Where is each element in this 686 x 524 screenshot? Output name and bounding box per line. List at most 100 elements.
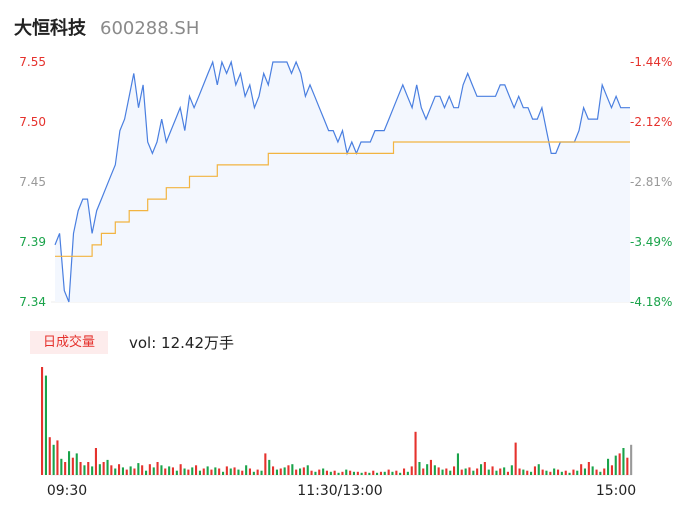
volume-bar [256, 469, 259, 475]
volume-bar [379, 471, 382, 475]
volume-bar [599, 471, 602, 475]
volume-bar [79, 462, 82, 475]
volume-bar [560, 471, 563, 475]
volume-bar [541, 469, 544, 475]
volume-readout: vol: 12.42万手 [129, 332, 234, 353]
volume-bar [403, 468, 406, 475]
volume-bar [171, 467, 174, 475]
volume-bar [391, 471, 394, 475]
volume-bar [187, 469, 190, 475]
volume-bar [614, 455, 617, 475]
volume-bar [75, 453, 78, 475]
volume-bar [360, 472, 363, 475]
y-tick-right: -4.18% [630, 295, 672, 309]
volume-bar [387, 469, 390, 475]
volume-bar [264, 453, 267, 475]
volume-bar [198, 470, 201, 475]
stock-name: 大恒科技 [14, 18, 86, 39]
volume-bar [522, 469, 525, 475]
volume-bar [622, 448, 625, 475]
volume-bar [341, 471, 344, 475]
volume-bar [368, 472, 371, 475]
average-price-line [55, 141, 630, 257]
volume-bar [133, 468, 136, 475]
volume-bar [322, 468, 325, 475]
y-tick-left: 7.45 [19, 175, 46, 189]
volume-bar [499, 468, 502, 475]
volume-bar [376, 472, 379, 475]
volume-bar [141, 465, 144, 475]
volume-bar [272, 466, 275, 475]
volume-bar [364, 471, 367, 475]
volume-bar [102, 462, 105, 475]
volume-bar [98, 464, 101, 475]
volume-bar [56, 440, 59, 475]
volume-bar [275, 469, 278, 475]
volume-bar [68, 451, 71, 475]
volume-bar [468, 467, 471, 475]
volume-bar [241, 470, 244, 475]
volume-bar [607, 458, 610, 475]
volume-bar [426, 464, 429, 475]
x-tick: 11:30/13:00 [297, 483, 382, 499]
volume-tab[interactable]: 日成交量 [30, 331, 108, 354]
y-axis-right: -1.44% -2.12% -2.81% -3.49% -4.18% [630, 55, 672, 309]
volume-bar [437, 467, 440, 475]
volume-bar [106, 459, 109, 475]
volume-bar [610, 465, 613, 475]
y-tick-right: -1.44% [630, 55, 672, 69]
volume-bar [318, 469, 321, 475]
volume-bar [252, 471, 255, 475]
volume-bar [175, 470, 178, 475]
volume-bar [87, 462, 90, 475]
y-tick-right: -2.81% [630, 175, 672, 189]
volume-bar [549, 471, 552, 475]
volume-bar [118, 464, 121, 475]
volume-bar [210, 469, 213, 475]
volume-bar [237, 469, 240, 475]
volume-bar [233, 467, 236, 475]
volume-bar [395, 470, 398, 475]
volume-bar [553, 468, 556, 475]
volume-bar [576, 470, 579, 475]
volume-bar [626, 457, 629, 475]
volume-bar [372, 470, 375, 475]
volume-bar [564, 470, 567, 475]
volume-bar [302, 467, 305, 475]
volume-bar [406, 471, 409, 475]
volume-bar [325, 470, 328, 475]
volume-value: 12.42万手 [161, 334, 234, 352]
volume-bar [568, 472, 571, 475]
volume-bar [283, 467, 286, 475]
volume-bar [202, 468, 205, 475]
volume-bar [299, 468, 302, 475]
title-bar: 大恒科技 600288.SH [14, 14, 199, 39]
volume-bar [218, 468, 221, 475]
volume-bar [183, 468, 186, 475]
volume-bar [449, 470, 452, 475]
volume-bar [114, 468, 117, 475]
volume-bar [506, 471, 509, 475]
price-line [54, 59, 630, 303]
volume-bar [595, 469, 598, 475]
volume-bar [295, 469, 298, 475]
volume-bar [630, 444, 633, 475]
y-tick-left: 7.55 [19, 55, 46, 69]
volume-bar [71, 457, 74, 475]
volume-bar [572, 469, 575, 475]
volume-bar [260, 470, 263, 475]
volume-bar [618, 453, 621, 475]
volume-bar [476, 468, 479, 475]
volume-bar [491, 466, 494, 475]
volume-bar [349, 470, 352, 475]
volume-bar [156, 462, 159, 475]
volume-bar [291, 464, 294, 475]
volume-bar [121, 467, 124, 475]
volume-bar [64, 462, 67, 475]
volume-bar [206, 466, 209, 475]
volume-bar [333, 470, 336, 475]
volume-bar [591, 466, 594, 475]
volume-bar [495, 470, 498, 475]
volume-bar [480, 464, 483, 475]
